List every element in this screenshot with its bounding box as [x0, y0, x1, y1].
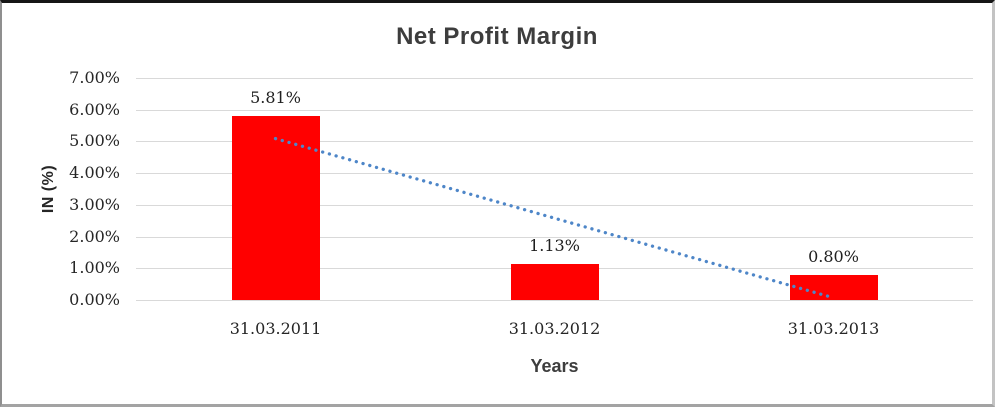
y-tick-label: 3.00%	[69, 194, 120, 214]
y-tick-label: 2.00%	[69, 226, 120, 246]
y-tick-label: 5.00%	[69, 131, 120, 151]
gridline	[136, 236, 973, 238]
gridline	[136, 109, 973, 111]
x-tick-label: 31.03.2013	[787, 319, 880, 338]
y-tick-label: 0.00%	[69, 290, 120, 309]
trendline-dotted-line	[273, 136, 836, 300]
gridline	[136, 173, 973, 175]
bar	[789, 274, 878, 300]
bar-value-label: 0.80%	[808, 246, 859, 266]
gridline	[136, 300, 973, 301]
gridline	[136, 204, 973, 206]
chart-title: Net Profit Margin	[396, 23, 598, 50]
x-axis-title: Years	[530, 356, 579, 376]
y-tick-label: 6.00%	[69, 99, 120, 119]
gridline	[136, 141, 973, 143]
y-tick-label: 4.00%	[69, 163, 120, 183]
x-tick-label: 31.03.2011	[229, 319, 322, 338]
bar-value-label: 1.13%	[529, 236, 580, 256]
x-tick-label: 31.03.2012	[508, 319, 601, 338]
y-tick-label: 7.00%	[69, 68, 120, 87]
bar-value-label: 5.81%	[250, 87, 301, 107]
bar	[231, 115, 320, 300]
gridline	[136, 78, 973, 79]
plot-area: 5.81% 1.13% 0.80%	[136, 78, 973, 301]
bar	[510, 264, 599, 300]
trendline	[273, 136, 836, 300]
y-tick-label: 1.00%	[69, 258, 120, 278]
